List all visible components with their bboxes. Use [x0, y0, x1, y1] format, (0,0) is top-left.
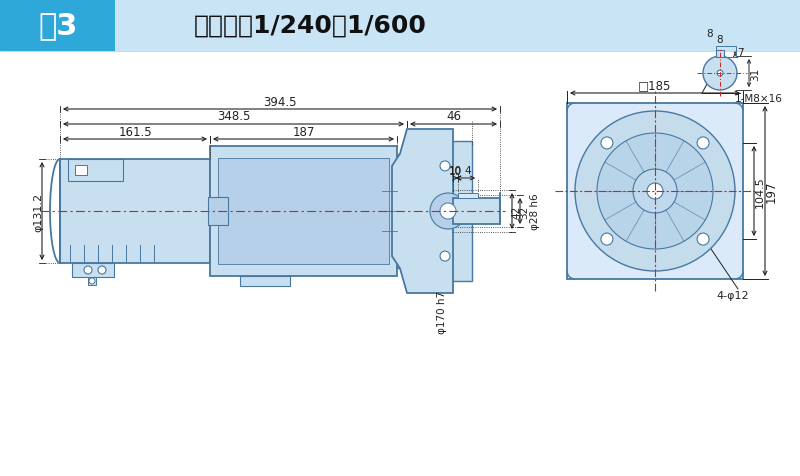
Bar	[716, 51, 724, 58]
Text: φ170 h7: φ170 h7	[437, 290, 447, 333]
Circle shape	[697, 138, 709, 149]
Circle shape	[575, 112, 735, 271]
Polygon shape	[392, 130, 453, 293]
Text: □185: □185	[638, 79, 672, 92]
Circle shape	[440, 204, 456, 219]
Circle shape	[98, 267, 106, 275]
Text: 10: 10	[449, 166, 462, 176]
Text: 187: 187	[292, 125, 314, 138]
Text: φ28 h6: φ28 h6	[530, 193, 540, 230]
Text: 197: 197	[765, 180, 778, 203]
Text: 42: 42	[511, 205, 521, 218]
Bar	[88, 278, 96, 286]
Circle shape	[597, 134, 713, 249]
Bar	[458, 194, 478, 198]
Text: 161.5: 161.5	[118, 125, 152, 138]
Text: 394.5: 394.5	[263, 95, 297, 108]
Text: 4-φ12: 4-φ12	[717, 290, 750, 300]
Bar	[0, 0, 115, 52]
Bar	[240, 277, 290, 287]
Circle shape	[703, 57, 737, 91]
Text: 1-M8×16: 1-M8×16	[735, 94, 783, 104]
Circle shape	[84, 267, 92, 275]
Circle shape	[697, 234, 709, 246]
Text: 31: 31	[750, 67, 760, 80]
Circle shape	[717, 71, 723, 77]
Circle shape	[633, 169, 677, 214]
Text: 減速比　1/240〜1/600: 減速比 1/240〜1/600	[194, 14, 426, 38]
Circle shape	[440, 252, 450, 261]
Circle shape	[430, 194, 466, 229]
Circle shape	[89, 278, 95, 284]
Bar	[68, 159, 123, 182]
Bar	[567, 104, 743, 279]
Text: 46: 46	[446, 110, 461, 123]
Bar	[60, 159, 210, 263]
Text: 348.5: 348.5	[217, 110, 250, 123]
Circle shape	[601, 138, 613, 149]
Bar	[75, 166, 87, 176]
Bar	[716, 47, 736, 58]
Polygon shape	[427, 250, 442, 278]
Bar	[453, 198, 500, 225]
Bar	[208, 198, 228, 226]
Text: 8: 8	[706, 29, 714, 39]
Circle shape	[601, 234, 613, 246]
Circle shape	[647, 184, 663, 199]
Text: 10: 10	[449, 167, 462, 177]
Text: 図3: 図3	[38, 11, 78, 40]
Bar	[442, 142, 472, 281]
Text: 4: 4	[465, 166, 471, 176]
Bar	[397, 155, 427, 268]
Text: 8: 8	[717, 35, 723, 45]
Bar	[115, 0, 800, 52]
Text: 32: 32	[519, 205, 529, 218]
Bar	[210, 147, 397, 277]
Text: φ131.2: φ131.2	[33, 192, 43, 231]
Text: 7: 7	[737, 49, 743, 59]
Polygon shape	[427, 144, 442, 173]
Text: 104.5: 104.5	[755, 176, 765, 208]
Bar	[72, 263, 114, 278]
Circle shape	[440, 161, 450, 171]
Bar	[218, 159, 389, 265]
